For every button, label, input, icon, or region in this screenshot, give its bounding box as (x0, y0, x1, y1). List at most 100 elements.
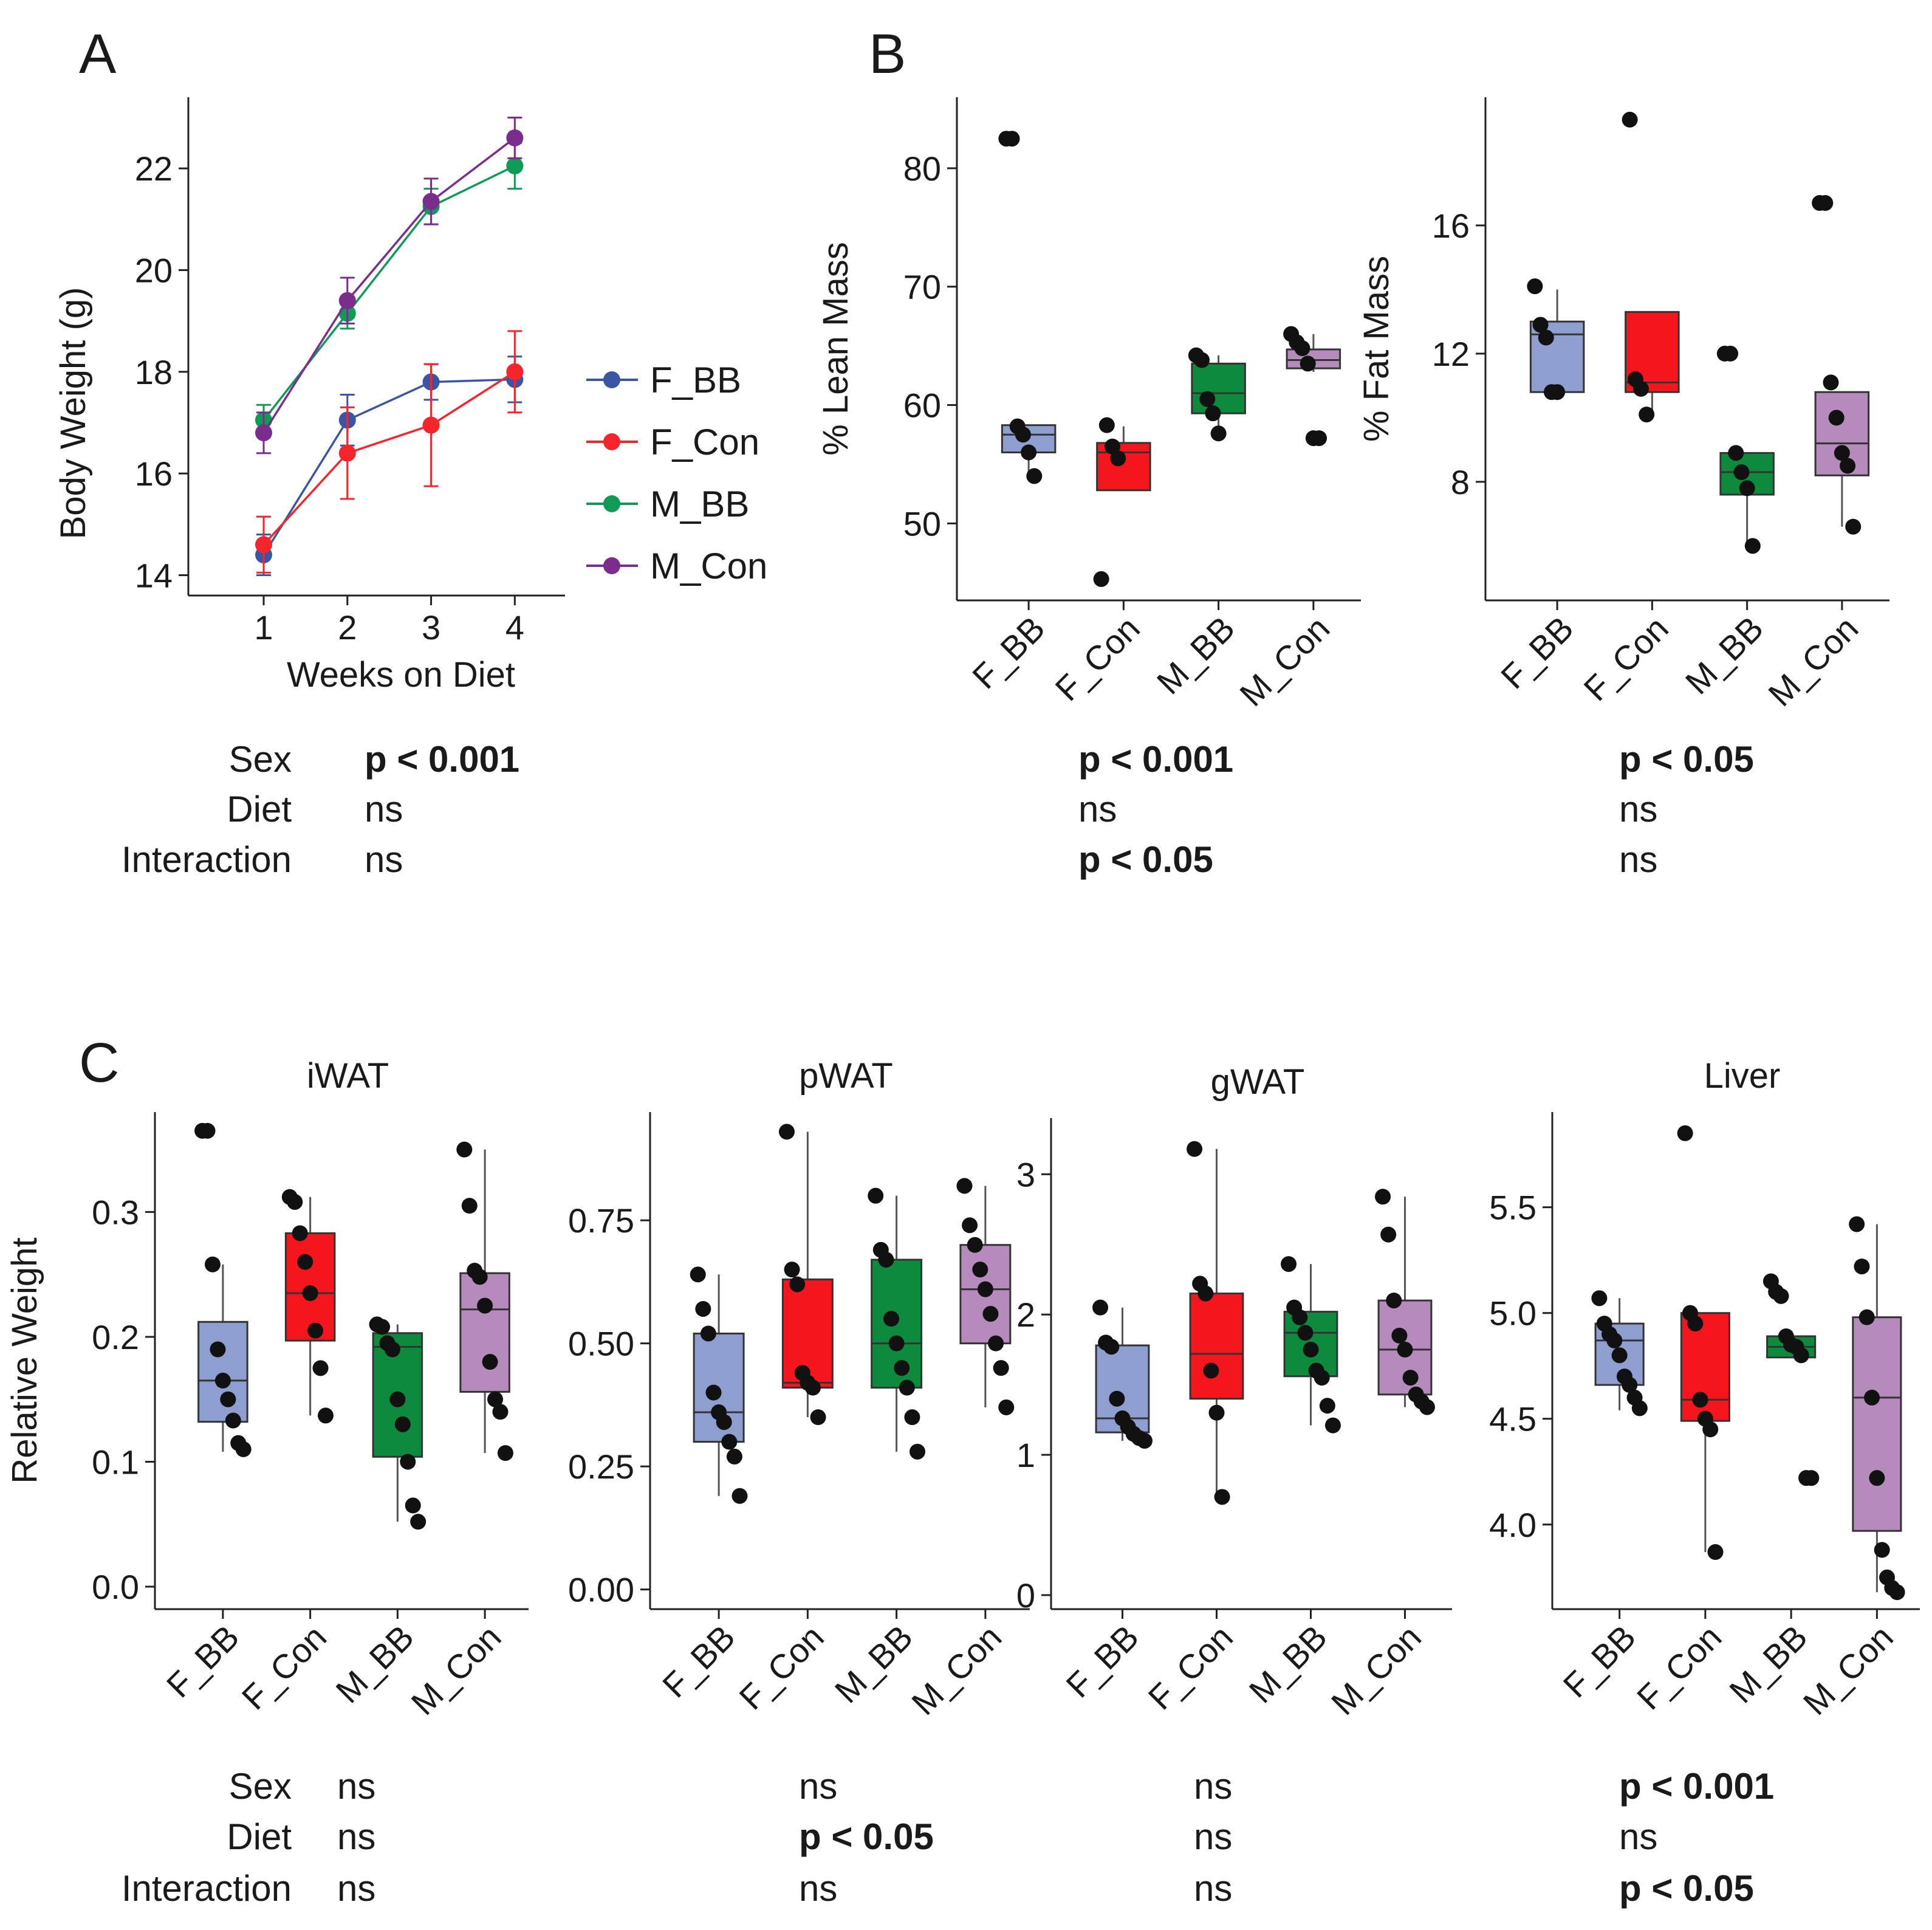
C4-stat-sex: p < 0.001 (1619, 1766, 1774, 1807)
box-M_Con (456, 1141, 513, 1461)
stat-label-diet: Diet (227, 789, 292, 829)
legend-label-M_Con: M_Con (650, 546, 767, 586)
data-point-M_BB (1803, 1470, 1820, 1486)
legend-label-F_BB: F_BB (650, 360, 741, 400)
legend-label-M_BB: M_BB (650, 484, 749, 524)
C2-stat-interaction: ns (799, 1868, 837, 1909)
data-point-F_Con (1707, 1544, 1724, 1561)
a-x-tick-label: 1 (254, 608, 273, 647)
stat-label-interaction: Interaction (122, 839, 292, 880)
c2-title: pWAT (799, 1056, 893, 1096)
data-point-M_BB (1744, 538, 1761, 554)
point-F_Con (422, 416, 440, 434)
b1-x-tick-label: M_BB (1149, 609, 1242, 701)
data-point-M_Con (1294, 340, 1310, 357)
box-F_Con (1187, 1141, 1244, 1505)
c2-x-tick-label: M_Con (904, 1618, 1009, 1722)
a-x-tick-label: 3 (422, 608, 440, 647)
box-F_Con (281, 1189, 336, 1424)
data-point-F_Con (1203, 1362, 1219, 1379)
data-point-F_BB (731, 1488, 748, 1504)
a-y-tick-label: 20 (135, 251, 173, 289)
c3-x-tick-label: F_Con (1141, 1618, 1240, 1717)
panel-letter-c: C (79, 1032, 119, 1094)
data-point-F_BB (1527, 278, 1543, 295)
data-point-F_Con (810, 1409, 826, 1426)
box-F_Con (778, 1124, 834, 1426)
data-point-M_Con (1869, 1470, 1885, 1486)
data-point-M_BB (904, 1409, 920, 1426)
data-point-M_Con (1380, 1226, 1397, 1243)
b2-y-tick-label: 16 (1432, 207, 1470, 245)
panel-c1: C 0.0 0.1 0.2 0.3 iWAT Relative Weight F_BBF_Co… (5, 1032, 529, 1722)
B1-stat-interaction: p < 0.05 (1078, 839, 1213, 880)
b2-y-axis-title: % Fat Mass (1357, 256, 1396, 442)
data-point-M_Con (1823, 374, 1839, 391)
c1-y-tick-label: 0.0 (92, 1568, 139, 1606)
panel-letter-a: A (79, 23, 117, 85)
c1-y-tick-label: 0.2 (92, 1318, 139, 1356)
data-point-F_Con (789, 1276, 806, 1293)
box-F_Con (1677, 1125, 1730, 1561)
data-point-M_BB (394, 1416, 411, 1432)
data-point-M_Con (1397, 1341, 1413, 1358)
data-point-M_Con (482, 1354, 498, 1370)
data-point-F_Con (1187, 1141, 1203, 1157)
stat-label-diet: Diet (227, 1816, 292, 1857)
series-F_BB (255, 355, 524, 577)
b1-x-tick-label: F_BB (965, 609, 1052, 696)
c3-x-tick-label: F_BB (1058, 1618, 1146, 1705)
legend-dot-F_Con (603, 433, 620, 450)
data-point-M_BB (1297, 1325, 1314, 1341)
c2-y-tick-label: 0.50 (568, 1325, 634, 1363)
data-point-M_BB (909, 1443, 926, 1460)
c2-y-tick-label: 0.00 (568, 1571, 634, 1609)
c1-y-axis-title: Relative Weight (5, 1237, 44, 1483)
B2-stat-diet: ns (1619, 789, 1657, 829)
data-point-M_Con (1402, 1370, 1419, 1386)
C1-stat-interaction: ns (337, 1868, 375, 1909)
data-point-M_Con (1391, 1327, 1408, 1344)
data-point-F_BB (705, 1384, 722, 1401)
data-point-M_BB (1319, 1398, 1335, 1414)
b1-x-tick-label: F_Con (1047, 609, 1146, 708)
data-point-M_Con (1375, 1189, 1391, 1205)
legend: F_BB F_Con M_BB M_Con (586, 360, 767, 586)
data-point-M_BB (878, 1251, 894, 1268)
legend-dot-M_BB (603, 495, 620, 512)
b1-y-tick-label: 70 (903, 268, 941, 306)
c3-x-tick-label: M_Con (1324, 1618, 1428, 1722)
stat-label-sex: Sex (229, 1766, 292, 1807)
data-point-F_BB (1004, 131, 1020, 147)
a-x-tick-label: 4 (505, 608, 524, 647)
data-point-M_BB (384, 1341, 400, 1358)
c3-y-tick-label: 0 (1016, 1576, 1035, 1615)
box-F_Con-iqr (1189, 1293, 1244, 1400)
A-stat-interaction: ns (365, 839, 403, 880)
box-F_Con-iqr (1625, 311, 1680, 393)
data-point-F_BB (700, 1325, 716, 1342)
series-F_Con (255, 330, 524, 574)
data-point-F_BB (1532, 317, 1549, 333)
box-M_Con (1375, 1189, 1435, 1415)
point-M_Con (338, 292, 356, 309)
data-point-F_Con (1692, 1392, 1708, 1408)
data-point-F_BB (220, 1391, 236, 1407)
a-x-tick-label: 2 (338, 608, 357, 647)
data-point-M_BB (374, 1319, 391, 1335)
C3-stat-diet: ns (1194, 1816, 1232, 1857)
point-F_Con (255, 536, 272, 554)
data-point-F_BB (721, 1434, 738, 1450)
data-point-M_Con (993, 1360, 1009, 1376)
data-point-M_BB (410, 1514, 426, 1530)
data-point-F_Con (1633, 380, 1649, 397)
data-point-M_Con (988, 1335, 1004, 1351)
C1-stat-sex: ns (337, 1766, 375, 1807)
data-point-F_BB (690, 1266, 706, 1283)
data-point-M_BB (1324, 1417, 1341, 1434)
data-point-F_Con (302, 1285, 318, 1302)
point-F_Con (506, 363, 524, 380)
data-point-M_Con (456, 1141, 473, 1158)
data-point-M_BB (894, 1360, 910, 1376)
data-point-F_BB (1538, 329, 1554, 346)
